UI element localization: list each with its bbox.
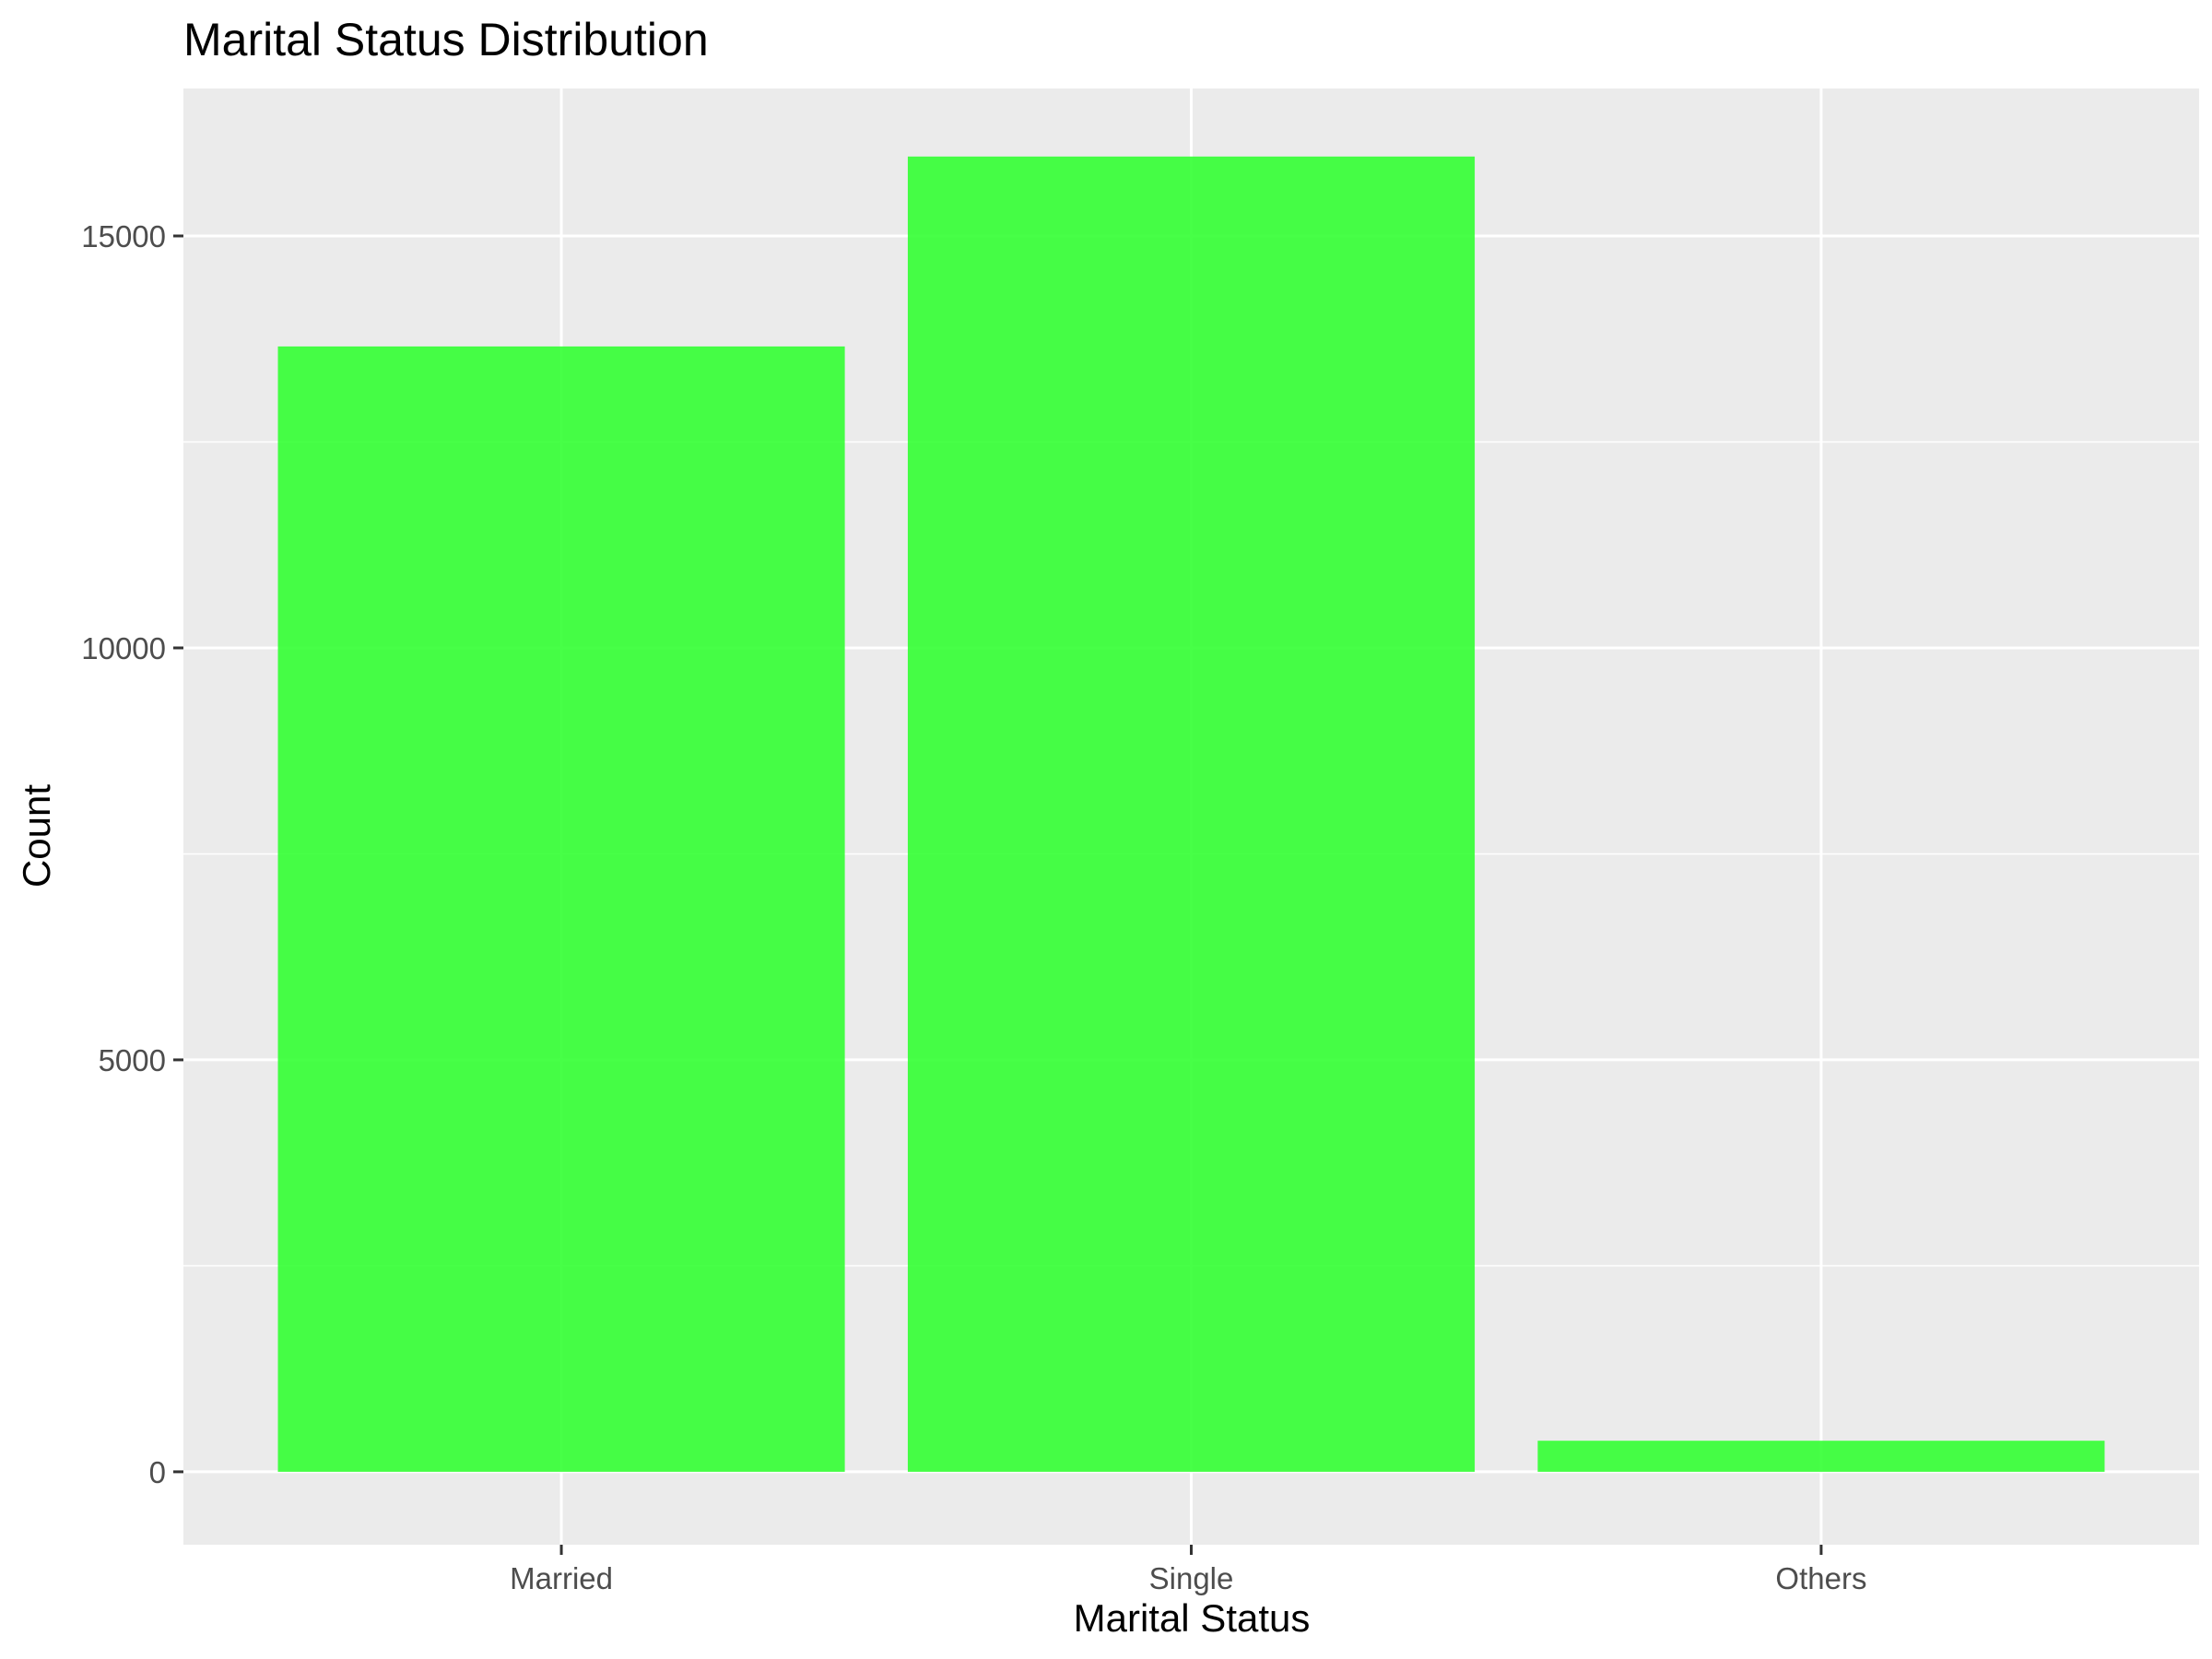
bar-married	[277, 346, 845, 1472]
y-tick-label: 10000	[81, 631, 166, 665]
x-tick-label: Others	[1775, 1561, 1866, 1595]
bar-others	[1537, 1441, 2105, 1472]
chart-title: Marital Status Distribution	[183, 14, 709, 65]
x-tick-label: Single	[1149, 1561, 1234, 1595]
y-tick-label: 0	[149, 1455, 166, 1489]
y-tick-label: 15000	[81, 219, 166, 253]
x-axis-title: Marital Status	[1074, 1596, 1311, 1640]
y-tick-label: 5000	[99, 1043, 166, 1077]
bars-group	[277, 156, 2105, 1472]
x-axis: Married Single Others	[510, 1545, 1866, 1595]
x-tick-label: Married	[510, 1561, 613, 1595]
y-axis: 0 5000 10000 15000	[81, 219, 183, 1489]
bar-single	[907, 156, 1476, 1472]
y-axis-title: Count	[15, 784, 58, 888]
